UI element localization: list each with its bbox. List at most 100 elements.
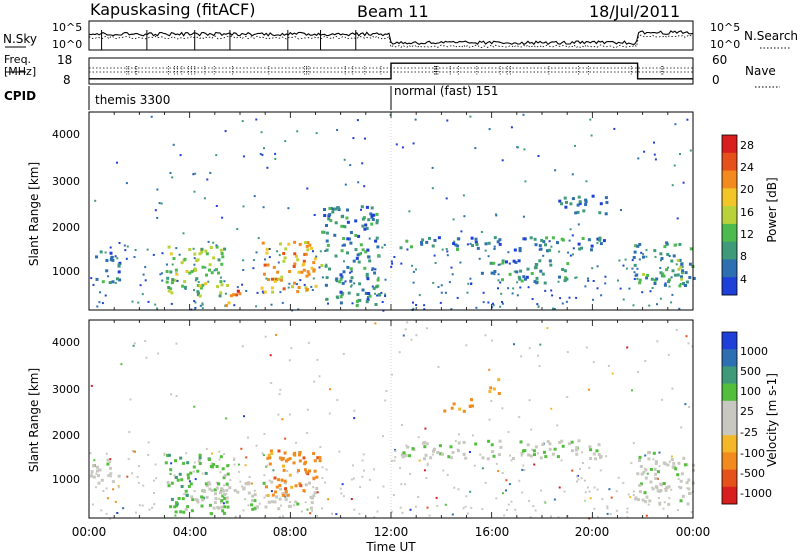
scatter-cell — [193, 490, 196, 493]
scatter-cell — [670, 488, 673, 491]
data-cell — [312, 261, 316, 265]
data-cell — [644, 468, 648, 472]
scatter-cell — [352, 477, 355, 480]
scatter-cell — [324, 481, 327, 484]
data-cell — [106, 458, 110, 462]
data-cell — [179, 456, 183, 460]
scatter-cell — [657, 497, 660, 499]
scatter-cell — [456, 296, 459, 299]
data-cell — [645, 495, 649, 499]
scatter-cell — [406, 248, 409, 251]
data-cell — [281, 493, 285, 497]
scatter-cell — [641, 291, 644, 294]
data-cell — [642, 272, 645, 276]
scatter-cell — [170, 462, 173, 465]
data-cell — [474, 237, 478, 241]
scatter-cell — [318, 266, 321, 269]
data-cell — [638, 278, 642, 282]
scatter-cell — [170, 393, 173, 396]
data-cell — [183, 257, 187, 261]
data-cell — [169, 468, 173, 472]
scatter-cell — [576, 480, 578, 483]
scatter-cell — [689, 149, 692, 152]
data-cell — [670, 458, 674, 461]
scatter-cell — [516, 294, 519, 297]
velocity-heatmap — [89, 320, 696, 520]
scatter-cell — [368, 237, 371, 240]
scatter-cell — [626, 511, 629, 514]
scatter-cell — [268, 256, 271, 259]
scatter-cell — [446, 254, 449, 257]
scatter-cell — [529, 516, 532, 519]
data-cell — [490, 443, 494, 447]
scatter-cell — [234, 515, 237, 518]
data-cell — [346, 251, 349, 255]
scatter-cell — [633, 278, 636, 280]
data-cell — [592, 452, 596, 456]
scatter-cell — [136, 475, 139, 478]
data-cell — [280, 458, 284, 462]
scatter-cell — [278, 393, 281, 396]
scatter-cell — [611, 372, 614, 375]
scatter-cell — [587, 279, 590, 282]
scatter-cell — [336, 129, 339, 131]
data-cell — [493, 270, 497, 273]
data-cell — [216, 285, 219, 289]
data-cell — [345, 216, 349, 220]
scatter-cell — [491, 302, 494, 305]
scatter-cell — [240, 447, 243, 450]
scatter-cell — [265, 465, 268, 468]
data-cell — [365, 226, 369, 230]
scatter-cell — [146, 248, 149, 251]
data-cell — [334, 221, 338, 225]
data-cell — [108, 281, 112, 284]
data-cell — [347, 237, 351, 241]
scatter-cell — [295, 441, 298, 444]
data-cell — [232, 293, 236, 297]
scatter-cell — [349, 271, 352, 274]
noise-right-label: N.Search — [744, 29, 798, 43]
scatter-cell — [528, 399, 531, 402]
scatter-cell — [507, 503, 510, 506]
scatter-cell — [568, 239, 571, 242]
data-cell — [566, 262, 570, 266]
data-cell — [688, 492, 692, 495]
data-cell — [242, 486, 246, 490]
scatter-cell — [247, 436, 249, 439]
data-cell — [432, 449, 435, 453]
scatter-cell — [637, 371, 639, 373]
data-cell — [602, 239, 606, 243]
data-cell — [653, 282, 657, 285]
scatter-cell — [92, 283, 95, 286]
data-cell — [171, 278, 175, 282]
data-cell — [174, 510, 178, 514]
data-cell — [511, 457, 515, 460]
data-cell — [287, 242, 291, 246]
data-cell — [633, 263, 637, 267]
scatter-cell — [425, 477, 428, 480]
data-cell — [235, 293, 239, 297]
data-cell — [640, 472, 644, 476]
scatter-cell — [236, 286, 239, 289]
colorbar-step — [722, 349, 737, 367]
scatter-cell — [632, 490, 635, 493]
scatter-cell — [550, 245, 553, 248]
data-cell — [204, 282, 208, 286]
scatter-cell — [126, 475, 129, 478]
data-cell — [399, 246, 403, 250]
scatter-cell — [194, 172, 197, 175]
scatter-cell — [262, 291, 265, 294]
scatter-cell — [390, 265, 393, 268]
data-cell — [498, 238, 502, 242]
scatter-cell — [463, 215, 466, 218]
scatter-cell — [327, 498, 330, 501]
scatter-cell — [374, 322, 377, 325]
data-cell — [425, 442, 429, 446]
scatter-cell — [584, 491, 587, 494]
scatter-cell — [671, 387, 674, 390]
scatter-cell — [445, 197, 448, 200]
scatter-cell — [437, 286, 440, 288]
scatter-cell — [445, 248, 448, 250]
scatter-cell — [480, 231, 483, 233]
scatter-cell — [311, 509, 314, 512]
